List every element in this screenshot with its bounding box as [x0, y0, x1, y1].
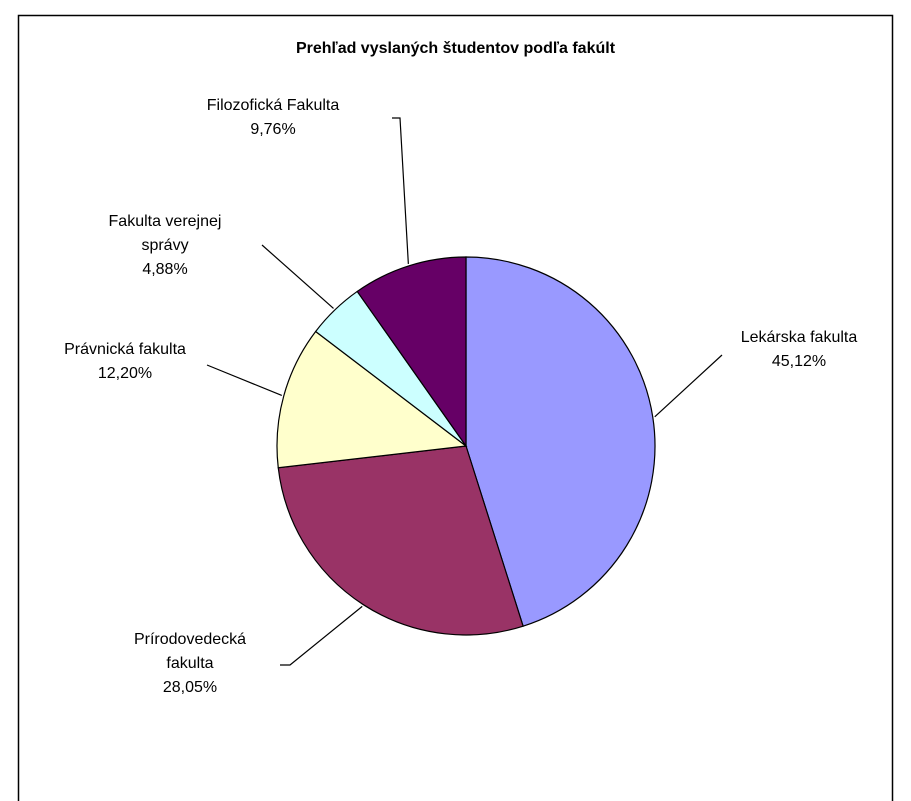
- pie-slice: [356, 256, 467, 448]
- leader-line: [261, 244, 334, 309]
- value-label: 12,20%: [97, 365, 153, 382]
- pie-slice: [277, 445, 524, 636]
- leader-line: [280, 605, 363, 666]
- value-label: 9,76%: [250, 121, 296, 138]
- category-label: Právnická fakulta: [64, 341, 186, 358]
- data-label: Prírodovedecká fakulta 28,05%: [110, 628, 270, 700]
- pie-slice: [465, 256, 656, 627]
- value-label: 45,12%: [771, 353, 827, 370]
- data-label: Lekárska fakulta 45,12%: [724, 326, 874, 374]
- category-label: Filozofická Fakulta: [206, 97, 340, 114]
- value-label: 4,88%: [142, 261, 188, 278]
- data-label: Právnická fakulta 12,20%: [25, 338, 225, 386]
- chart-title: Prehľad vyslaných študentov podľa fakúlt: [295, 40, 616, 57]
- pie-slice: [276, 330, 468, 469]
- leader-line: [392, 117, 409, 264]
- category-label: Prírodovedecká fakulta: [133, 631, 247, 672]
- data-label: Filozofická Fakulta 9,76%: [173, 94, 373, 142]
- value-label: 28,05%: [162, 679, 218, 696]
- data-label: Fakulta verejnej správy 4,88%: [95, 210, 235, 282]
- category-label: Fakulta verejnej správy: [108, 213, 222, 254]
- leader-line: [654, 354, 723, 418]
- leader-line: [206, 364, 283, 397]
- category-label: Lekárska fakulta: [740, 329, 858, 346]
